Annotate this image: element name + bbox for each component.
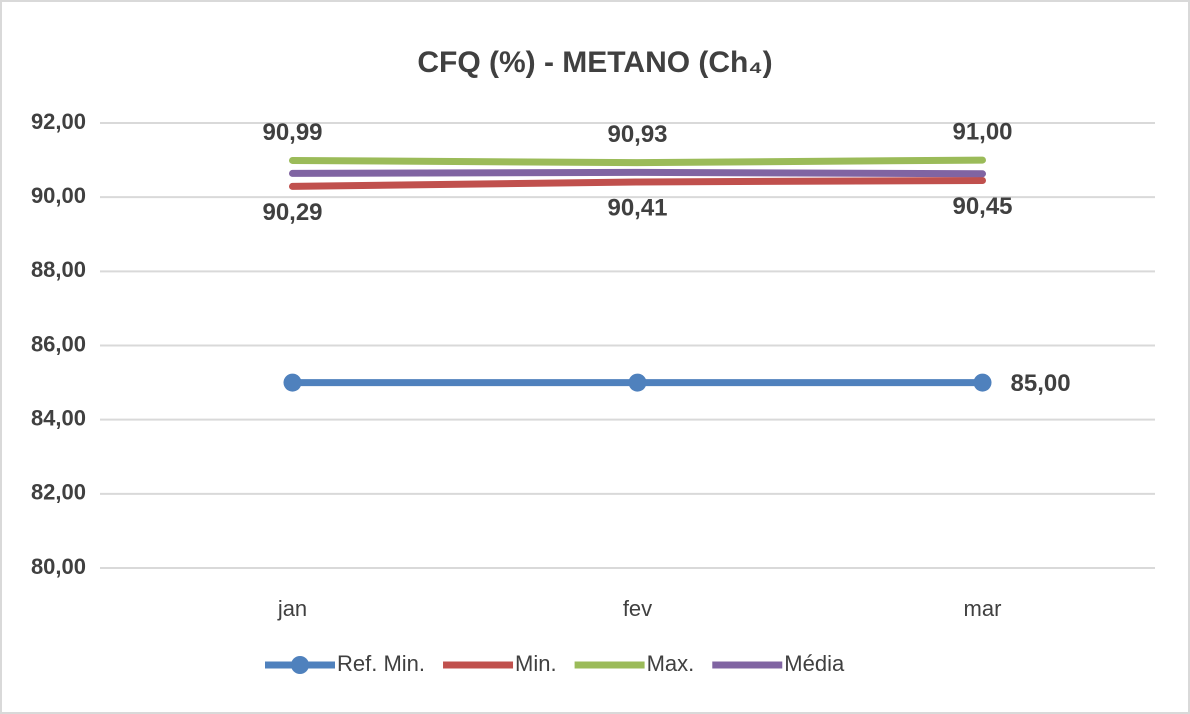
series-line: [289, 176, 986, 190]
data-point: [283, 373, 302, 392]
y-tick-label: 86,00: [31, 331, 86, 356]
y-tick-label: 88,00: [31, 257, 86, 282]
data-point: [973, 373, 992, 392]
data-label: 90,93: [607, 121, 667, 148]
data-label: 90,45: [952, 193, 1012, 220]
data-point: [628, 373, 647, 392]
data-label: 90,29: [262, 199, 322, 226]
data-label: 85,00: [1011, 370, 1071, 397]
chart-title: CFQ (%) - METANO (Ch₄): [417, 46, 772, 79]
x-tick-label: mar: [964, 596, 1002, 621]
legend-label: Max.: [647, 651, 695, 676]
data-label: 91,00: [952, 118, 1012, 145]
x-tick-label: fev: [623, 596, 652, 621]
series-line: [289, 156, 986, 167]
y-tick-label: 80,00: [31, 554, 86, 579]
legend-marker: [291, 656, 309, 674]
series-line: [289, 168, 986, 178]
y-tick-label: 84,00: [31, 405, 86, 430]
data-label: 90,99: [262, 119, 322, 146]
data-label: 90,41: [607, 194, 667, 221]
legend-label: Média: [784, 651, 845, 676]
y-tick-label: 92,00: [31, 109, 86, 134]
x-tick-label: jan: [277, 596, 307, 621]
y-tick-label: 82,00: [31, 480, 86, 505]
legend-label: Ref. Min.: [337, 651, 425, 676]
legend-label: Min.: [515, 651, 557, 676]
y-tick-label: 90,00: [31, 183, 86, 208]
